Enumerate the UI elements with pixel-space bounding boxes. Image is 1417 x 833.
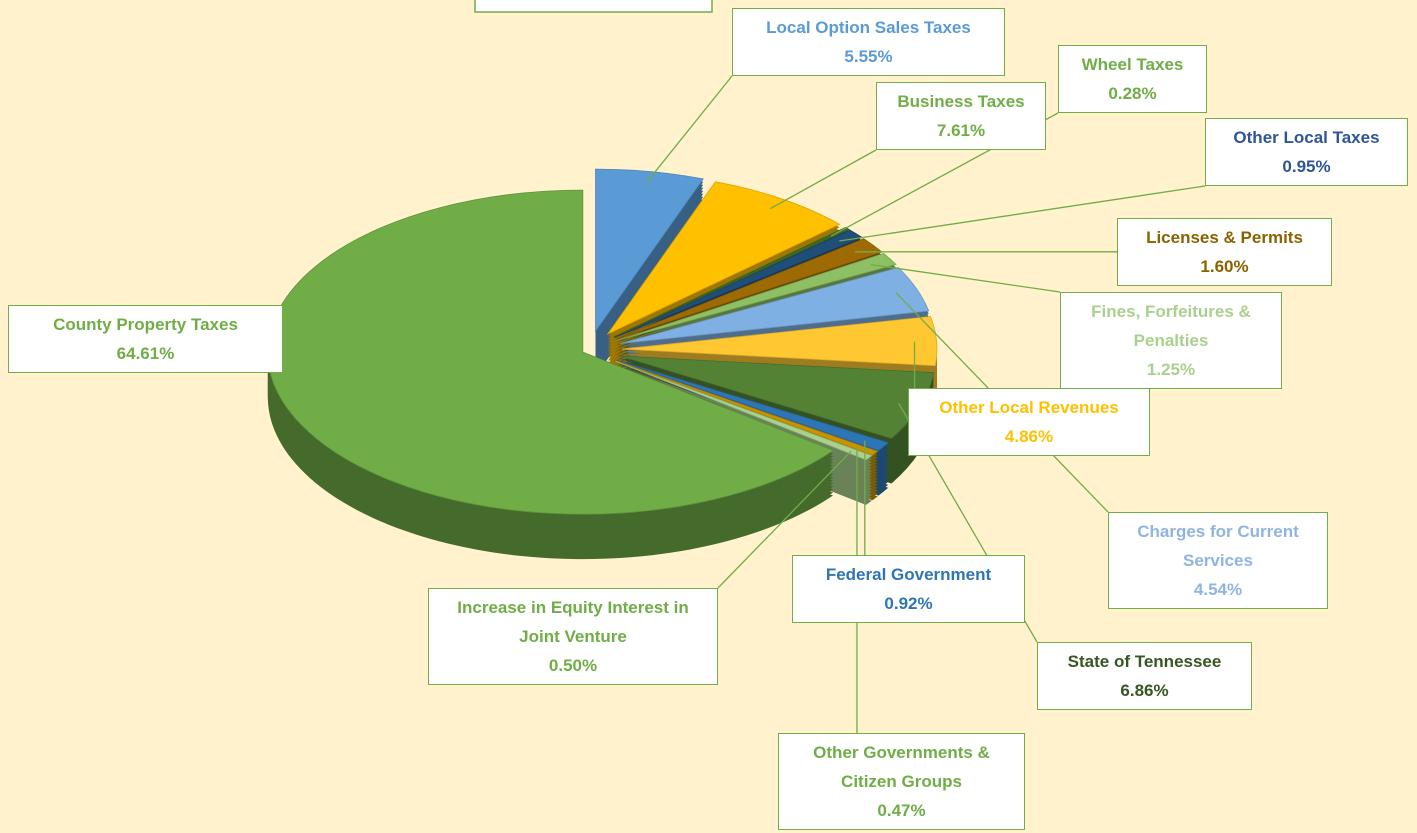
leader-line: [717, 450, 852, 589]
slice-side: [615, 364, 872, 463]
slice: [606, 181, 841, 336]
leader-line: [839, 185, 1206, 242]
data-label-box: Charges for Current Services 4.54%: [1108, 512, 1328, 609]
value-label: 4.54%: [1193, 580, 1243, 599]
value-label: 0.47%: [877, 801, 926, 820]
data-label-box: Fines, Forfeitures & Penalties 1.25%: [1060, 292, 1282, 389]
category-label: Local Option Sales Taxes: [766, 18, 971, 37]
leader-line: [282, 372, 321, 420]
data-label-box: Wheel Taxes 0.28%: [1058, 45, 1207, 113]
value-label: 0.92%: [884, 594, 933, 613]
data-label-box: County Property Taxes 64.61%: [8, 305, 283, 373]
slice: [621, 316, 938, 367]
category-label: State of Tennessee: [1067, 652, 1222, 671]
slice: [595, 168, 704, 333]
value-label: 5.55%: [844, 47, 893, 66]
category-label: Licenses & Permits: [1146, 228, 1303, 247]
slice: [620, 267, 930, 344]
slice: [267, 189, 834, 515]
category-label: Increase in Equity Interest in Joint Ven…: [457, 598, 689, 646]
slice: [613, 226, 851, 338]
category-label: County Property Taxes: [53, 315, 238, 334]
data-label-box: Local Option Sales Taxes 5.55%: [732, 8, 1005, 76]
data-label-box: Federal Government 0.92%: [792, 555, 1025, 623]
leader-line: [769, 149, 877, 210]
value-label: 1.25%: [1146, 360, 1196, 379]
category-label: Wheel Taxes: [1081, 55, 1184, 74]
category-label: Fines, Forfeitures & Penalties: [1091, 302, 1251, 350]
category-label: Other Local Taxes: [1233, 128, 1380, 147]
category-label: Other Local Revenues: [939, 398, 1119, 417]
data-label-box: Business Taxes 7.61%: [876, 82, 1046, 150]
leader-line: [870, 263, 1061, 293]
value-label: 0.95%: [1282, 157, 1331, 176]
slice: [616, 359, 890, 452]
slice: [616, 360, 879, 456]
category-label: Federal Government: [825, 565, 992, 584]
slice: [615, 361, 873, 461]
category-label: Charges for Current Services: [1137, 522, 1299, 570]
value-label: 1.60%: [1200, 257, 1249, 276]
leader-line: [645, 75, 733, 184]
category-label: Business Taxes: [897, 92, 1025, 111]
value-label: 4.86%: [1004, 427, 1054, 446]
value-label: 6.86%: [1120, 681, 1169, 700]
data-label-box: Other Local Revenues 4.86%: [908, 388, 1150, 456]
slice: [617, 253, 897, 341]
data-label-box: Licenses & Permits 1.60%: [1117, 218, 1332, 286]
data-label-box: Increase in Equity Interest in Joint Ven…: [428, 588, 718, 685]
data-label-box: State of Tennessee 6.86%: [1037, 642, 1252, 710]
title-box: [474, 0, 713, 13]
data-label-box: Other Governments & Citizen Groups 0.47%: [778, 733, 1025, 830]
value-label: 0.28%: [1108, 84, 1157, 103]
category-label: Other Governments & Citizen Groups: [813, 743, 990, 791]
value-label: 0.50%: [548, 656, 598, 675]
value-label: 64.61%: [116, 344, 175, 363]
value-label: 7.61%: [936, 121, 986, 140]
data-label-box: Other Local Taxes 0.95%: [1205, 118, 1408, 186]
